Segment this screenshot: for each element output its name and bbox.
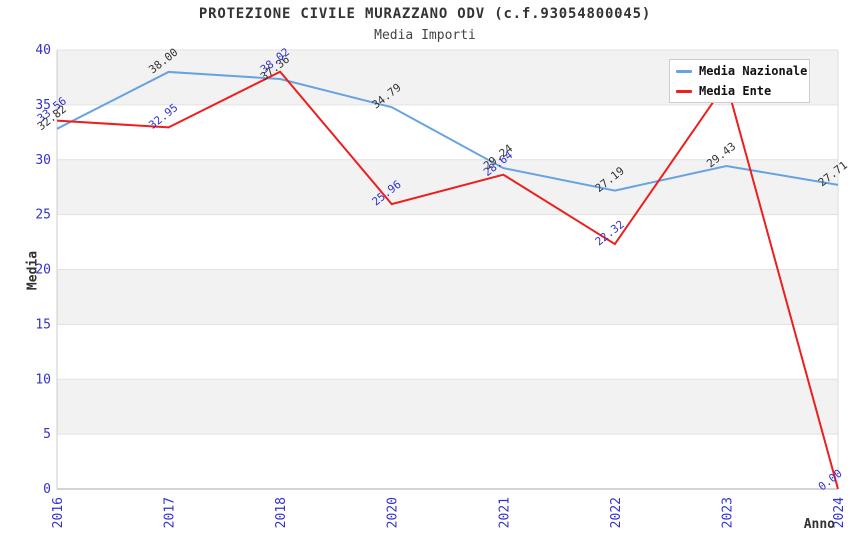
y-tick-label: 5 — [43, 427, 51, 442]
x-axis-title: Anno — [803, 517, 835, 532]
x-tick-label: 2018 — [274, 497, 289, 528]
y-axis-title: Media — [25, 250, 41, 291]
legend-label-nazionale: Media Nazionale — [699, 64, 808, 78]
grid-band — [57, 269, 838, 325]
x-tick-label: 2017 — [163, 497, 178, 528]
x-tick-label: 2016 — [51, 497, 66, 528]
y-tick-label: 20 — [35, 263, 51, 278]
y-tick-label: 0 — [43, 482, 51, 497]
x-tick-label: 2021 — [497, 497, 512, 528]
x-tick-label: 2020 — [386, 497, 401, 528]
legend-line-swatch-ente — [676, 89, 692, 93]
chart-subtitle: Media Importi — [374, 28, 476, 43]
y-tick-label: 30 — [35, 153, 51, 168]
y-tick-label: 15 — [35, 317, 51, 332]
legend-label-ente: Media Ente — [699, 84, 772, 98]
y-tick-label: 35 — [35, 98, 51, 113]
y-tick-label: 25 — [35, 208, 51, 223]
series-line-media-nazionale — [56, 70, 839, 192]
legend-item-media-nazionale: Media Nazionale — [676, 63, 807, 79]
grid-band — [57, 379, 838, 435]
x-tick-label: 2023 — [720, 497, 735, 528]
y-tick-label: 10 — [35, 372, 51, 387]
legend: Media Nazionale Media Ente — [669, 59, 810, 103]
legend-item-media-ente: Media Ente — [676, 83, 803, 99]
series-line-media-ente — [56, 70, 839, 490]
x-tick-label: 2022 — [609, 497, 624, 528]
grid-band — [57, 159, 838, 215]
y-tick-label: 40 — [35, 43, 51, 58]
legend-line-swatch-nazionale — [676, 69, 692, 73]
chart-title: PROTEZIONE CIVILE MURAZZANO ODV (c.f.930… — [198, 6, 652, 22]
x-tick-label: 2024 — [832, 497, 847, 528]
